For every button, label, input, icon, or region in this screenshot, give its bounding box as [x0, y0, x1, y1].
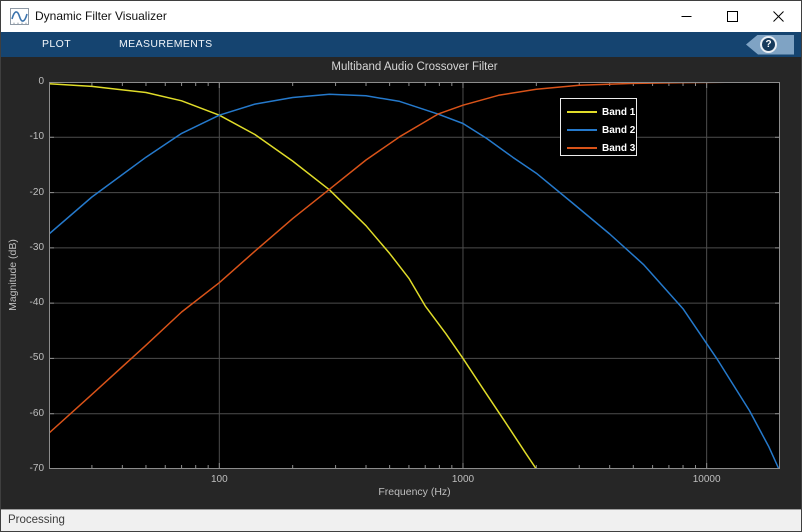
close-button[interactable]: [755, 1, 801, 32]
app-icon: [10, 8, 29, 25]
status-text: Processing: [8, 514, 65, 526]
tab-measurements[interactable]: MEASUREMENTS: [119, 38, 213, 50]
tab-plot[interactable]: PLOT: [42, 38, 72, 50]
help-banner[interactable]: ?: [746, 34, 794, 55]
legend-item-band2: Band 2: [561, 121, 636, 139]
legend-label-band3: Band 3: [602, 142, 636, 154]
y-tick-label: -20: [29, 186, 44, 198]
maximize-button[interactable]: [709, 1, 755, 32]
status-bar: Processing: [1, 509, 801, 531]
minimize-icon: [681, 16, 691, 17]
help-icon[interactable]: ?: [760, 36, 777, 53]
y-tick-label: -70: [29, 463, 44, 474]
window-title: Dynamic Filter Visualizer: [35, 9, 167, 23]
maximize-icon: [726, 11, 738, 22]
x-tick-label: 10000: [692, 474, 721, 485]
x-tick-label: 100: [210, 474, 228, 485]
legend[interactable]: Band 1 Band 2 Band 3: [560, 98, 637, 156]
legend-label-band2: Band 2: [602, 124, 636, 136]
y-tick-label: -50: [29, 352, 44, 364]
y-tick-label: -10: [29, 131, 44, 143]
legend-item-band3: Band 3: [561, 139, 636, 157]
plot-canvas[interactable]: [49, 82, 780, 469]
y-tick-label: -60: [29, 407, 44, 419]
figure-area: Multiband Audio Crossover Filter Magnitu…: [1, 57, 801, 509]
legend-item-band1: Band 1: [561, 103, 636, 121]
y-tick-label: 0: [38, 76, 44, 87]
legend-line-band2: [567, 129, 597, 131]
legend-line-band1: [567, 111, 597, 113]
toolstrip: PLOT MEASUREMENTS ?: [1, 32, 801, 57]
close-icon: [772, 11, 784, 22]
x-tick-label: 1000: [451, 474, 475, 485]
y-axis-label: Magnitude (dB): [7, 239, 19, 311]
plot-title: Multiband Audio Crossover Filter: [331, 61, 498, 73]
titlebar: Dynamic Filter Visualizer: [1, 1, 801, 32]
y-tick-label: -40: [29, 297, 44, 309]
legend-line-band3: [567, 147, 597, 149]
x-axis-label: Frequency (Hz): [378, 486, 451, 498]
y-tick-label: -30: [29, 241, 44, 253]
minimize-button[interactable]: [663, 1, 709, 32]
legend-label-band1: Band 1: [602, 106, 636, 118]
